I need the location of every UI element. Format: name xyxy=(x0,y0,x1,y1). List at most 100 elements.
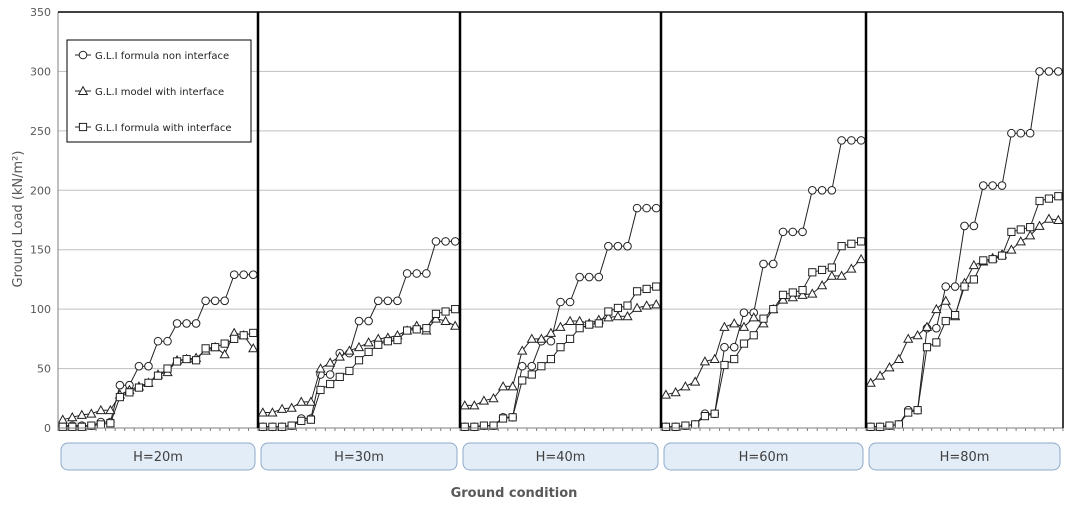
point-non-interface-panel-2 xyxy=(325,370,335,379)
point-model-interface-panel-2 xyxy=(286,402,297,412)
point-model-interface-panel-3 xyxy=(641,300,652,310)
point-non-interface-panel-5 xyxy=(1044,67,1054,76)
point-formula-interface-panel-4 xyxy=(700,412,710,421)
point-model-interface-panel-3 xyxy=(459,400,470,410)
point-non-interface-panel-1 xyxy=(153,336,163,346)
point-formula-interface-panel-4 xyxy=(798,286,807,295)
point-formula-interface-panel-3 xyxy=(508,413,517,422)
point-model-interface-panel-3 xyxy=(651,299,662,309)
point-model-interface-panel-3 xyxy=(545,327,557,337)
point-non-interface-panel-1 xyxy=(182,319,191,328)
point-formula-interface-panel-5 xyxy=(904,408,913,417)
point-non-interface-panel-4 xyxy=(768,259,778,269)
point-model-interface-panel-3 xyxy=(478,395,490,405)
point-formula-interface-panel-2 xyxy=(316,385,325,395)
point-non-interface-panel-4 xyxy=(856,136,866,145)
point-model-interface-panel-3 xyxy=(631,302,643,312)
point-formula-interface-panel-5 xyxy=(894,420,903,429)
point-formula-interface-panel-2 xyxy=(345,366,354,376)
point-model-interface-panel-2 xyxy=(305,396,317,406)
point-model-interface-panel-1 xyxy=(219,348,230,359)
point-model-interface-panel-5 xyxy=(893,353,904,364)
panel-label-3: H=40m xyxy=(462,442,659,471)
x-axis-label: Ground condition xyxy=(451,486,578,501)
point-model-interface-panel-5 xyxy=(1034,220,1045,230)
point-formula-interface-panel-3 xyxy=(613,303,623,313)
point-non-interface-panel-2 xyxy=(431,237,441,246)
point-formula-interface-panel-1 xyxy=(96,420,105,429)
y-tick-label: 50 xyxy=(37,363,51,376)
point-formula-interface-panel-5 xyxy=(1035,196,1044,206)
point-non-interface-panel-1 xyxy=(115,380,125,390)
point-model-interface-panel-2 xyxy=(450,320,461,330)
y-tick-label: 0 xyxy=(44,422,51,435)
point-non-interface-panel-5 xyxy=(969,221,979,231)
point-non-interface-panel-2 xyxy=(412,269,422,278)
point-formula-interface-panel-2 xyxy=(306,415,316,424)
point-formula-interface-panel-2 xyxy=(354,356,364,365)
point-formula-interface-panel-3 xyxy=(518,376,527,385)
point-formula-interface-panel-1 xyxy=(220,339,229,348)
point-model-interface-panel-3 xyxy=(526,333,537,343)
point-model-interface-panel-5 xyxy=(1043,213,1055,223)
point-formula-interface-panel-2 xyxy=(393,335,402,345)
point-formula-interface-panel-3 xyxy=(556,343,565,352)
point-model-interface-panel-3 xyxy=(536,333,547,343)
point-non-interface-panel-5 xyxy=(1007,128,1016,138)
point-formula-interface-panel-3 xyxy=(575,324,584,333)
point-formula-interface-panel-4 xyxy=(769,305,778,314)
point-model-interface-panel-2 xyxy=(324,357,336,367)
point-model-interface-panel-4 xyxy=(729,318,740,328)
point-formula-interface-panel-5 xyxy=(951,310,960,320)
point-formula-interface-panel-3 xyxy=(642,284,651,294)
point-model-interface-panel-2 xyxy=(430,313,442,323)
point-model-interface-panel-4 xyxy=(787,291,798,302)
point-formula-interface-panel-4 xyxy=(739,339,749,348)
point-non-interface-panel-1 xyxy=(210,296,220,306)
legend-marker xyxy=(77,85,89,95)
point-formula-interface-panel-5 xyxy=(960,282,969,291)
point-non-interface-panel-5 xyxy=(997,181,1007,190)
point-formula-interface-panel-2 xyxy=(422,324,431,333)
point-model-interface-panel-4 xyxy=(797,289,808,299)
point-model-interface-panel-2 xyxy=(440,315,451,325)
point-formula-interface-panel-4 xyxy=(817,265,827,275)
point-model-interface-panel-5 xyxy=(1025,230,1036,240)
point-model-interface-panel-4 xyxy=(690,376,701,386)
point-formula-interface-panel-5 xyxy=(885,421,894,430)
point-non-interface-panel-4 xyxy=(778,227,788,237)
point-non-interface-panel-1 xyxy=(248,270,258,279)
point-non-interface-panel-4 xyxy=(788,227,798,237)
panel-label-text: H=20m xyxy=(133,450,183,465)
legend-entry-non-interface: G.L.I formula non interface xyxy=(75,50,229,62)
point-model-interface-panel-2 xyxy=(344,345,355,355)
point-formula-interface-panel-5 xyxy=(875,422,885,431)
point-non-interface-panel-4 xyxy=(729,342,739,352)
point-formula-interface-panel-1 xyxy=(172,357,182,366)
point-formula-interface-panel-2 xyxy=(451,305,460,314)
point-non-interface-panel-4 xyxy=(739,308,749,318)
point-formula-interface-panel-3 xyxy=(498,414,508,423)
legend-marker xyxy=(78,122,88,132)
point-formula-interface-panel-4 xyxy=(749,331,758,340)
point-formula-interface-panel-1 xyxy=(201,344,210,353)
point-formula-interface-panel-3 xyxy=(479,421,489,430)
point-model-interface-panel-5 xyxy=(931,303,942,314)
legend-label: G.L.I formula with interface xyxy=(95,123,232,134)
point-formula-interface-panel-3 xyxy=(652,282,661,291)
point-formula-interface-panel-4 xyxy=(827,263,836,272)
point-model-interface-panel-4 xyxy=(826,270,837,280)
point-model-interface-panel-4 xyxy=(699,356,711,366)
point-formula-interface-panel-2 xyxy=(258,422,267,431)
point-non-interface-panel-1 xyxy=(220,296,229,306)
point-formula-interface-panel-1 xyxy=(77,422,86,431)
point-non-interface-panel-4 xyxy=(720,342,729,352)
point-model-interface-panel-3 xyxy=(612,310,624,321)
point-formula-interface-panel-2 xyxy=(431,309,441,318)
point-non-interface-panel-3 xyxy=(546,336,556,346)
point-model-interface-panel-3 xyxy=(488,392,499,403)
legend-entry-formula-interface: G.L.I formula with interface xyxy=(75,122,232,134)
point-model-interface-panel-3 xyxy=(603,312,614,322)
